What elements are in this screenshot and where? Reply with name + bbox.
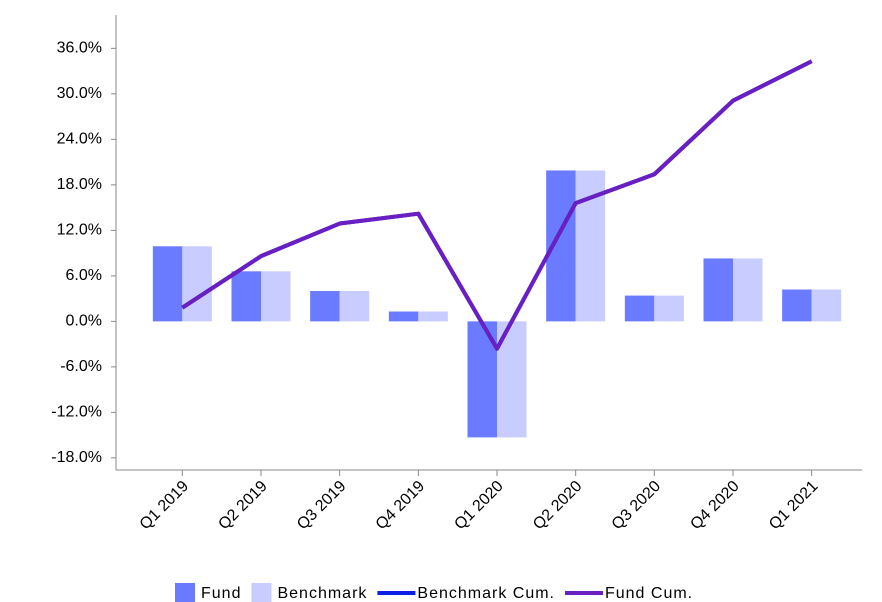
legend-label: Fund: [201, 585, 241, 602]
x-tick-label: Q3 2020: [609, 478, 665, 534]
legend-swatch: [251, 583, 272, 602]
line: [181, 59, 813, 351]
x-tick-label: Q4 2019: [373, 478, 429, 534]
bar: [782, 289, 812, 322]
y-tick-label: 36.0%: [57, 40, 102, 57]
bar: [310, 291, 340, 322]
bar: [733, 258, 763, 322]
x-tick-label: Q1 2020: [451, 478, 507, 534]
y-tick-label: 6.0%: [66, 267, 102, 284]
legend-label: Fund Cum.: [605, 585, 693, 602]
x-tick-label: Q2 2019: [215, 478, 271, 534]
bar: [261, 271, 291, 322]
bar: [231, 271, 261, 322]
x-tick-label: Q1 2019: [137, 478, 193, 534]
x-tick-label: Q3 2019: [294, 478, 350, 534]
bar: [339, 291, 370, 322]
x-tick-label: Q1 2021: [766, 478, 822, 534]
bar: [418, 311, 448, 322]
y-tick-label: -18.0%: [51, 449, 102, 466]
y-tick-label: 24.0%: [57, 131, 102, 148]
y-tick-label: 30.0%: [57, 85, 102, 102]
y-tick-label: -6.0%: [60, 358, 102, 375]
y-tick-label: 18.0%: [57, 176, 102, 193]
y-tick-label: -12.0%: [51, 404, 102, 421]
bar: [182, 246, 212, 322]
x-tick-label: Q2 2020: [530, 478, 586, 534]
bar: [624, 295, 655, 322]
y-tick-label: 12.0%: [57, 222, 102, 239]
bar: [811, 289, 842, 322]
bar: [152, 246, 183, 322]
legend-label: Benchmark: [277, 585, 367, 602]
bar: [654, 295, 684, 322]
legend-label: Benchmark Cum.: [417, 585, 555, 602]
y-tick-label: 0.0%: [66, 313, 102, 330]
bar: [388, 311, 419, 322]
x-tick-label: Q4 2020: [687, 478, 743, 534]
legend-swatch: [175, 583, 195, 602]
bar: [703, 258, 733, 322]
